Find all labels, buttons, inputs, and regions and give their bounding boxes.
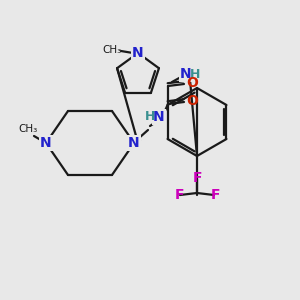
Text: N: N — [132, 46, 144, 60]
Text: F: F — [192, 171, 202, 185]
Text: N: N — [180, 67, 192, 81]
Text: CH₃: CH₃ — [18, 124, 38, 134]
Text: H: H — [190, 68, 200, 82]
Text: CH₃: CH₃ — [102, 45, 122, 55]
Text: N: N — [153, 110, 165, 124]
Text: O: O — [186, 94, 198, 108]
Text: F: F — [210, 188, 220, 202]
Text: H: H — [145, 110, 155, 122]
Text: F: F — [174, 188, 184, 202]
Text: O: O — [186, 76, 198, 90]
Text: N: N — [40, 136, 52, 150]
Text: N: N — [128, 136, 140, 150]
